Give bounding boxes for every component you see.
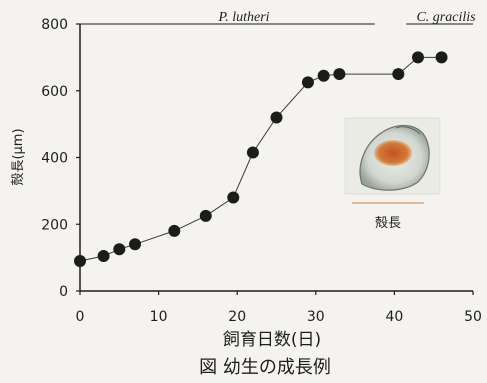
y-axis-title: 殻長(μm) <box>11 128 26 185</box>
data-point <box>411 51 424 64</box>
data-point <box>270 111 283 124</box>
data-point <box>392 68 405 81</box>
food-label-2: C. gracilis <box>416 10 476 25</box>
data-point <box>227 191 240 204</box>
shell-length-label: 殻長 <box>375 216 401 231</box>
larva-hinge <box>395 126 421 135</box>
data-point <box>97 249 110 262</box>
x-tick-label: 10 <box>150 309 168 325</box>
x-axis-title: 飼育日数(日) <box>223 330 321 350</box>
data-point <box>333 68 346 81</box>
y-tick-label: 200 <box>41 217 68 233</box>
figure-caption: 図 幼生の成長例 <box>199 357 331 378</box>
x-tick-label: 30 <box>307 309 325 325</box>
x-tick-label: 50 <box>464 309 482 325</box>
data-point <box>129 238 142 251</box>
series-group <box>74 51 448 267</box>
data-point <box>246 146 259 159</box>
data-point <box>168 224 181 237</box>
x-ticks: 0 10 20 30 40 50 <box>76 291 482 325</box>
y-tick-label: 600 <box>41 84 68 100</box>
y-tick-label: 400 <box>41 151 68 167</box>
y-tick-label: 800 <box>41 17 68 33</box>
data-point <box>113 243 126 256</box>
y-ticks: 0 200 400 600 800 <box>41 17 80 300</box>
larva-photo-inset: 殻長 <box>344 117 441 231</box>
x-tick-label: 20 <box>228 309 246 325</box>
x-tick-label: 0 <box>76 309 85 325</box>
data-point <box>74 254 86 267</box>
food-label-1: P. lutheri <box>217 10 269 25</box>
larva-gut <box>374 140 412 166</box>
data-point <box>199 209 212 222</box>
y-tick-label: 0 <box>59 284 68 300</box>
data-point <box>301 76 314 89</box>
x-tick-label: 40 <box>385 309 403 325</box>
data-point <box>317 69 330 82</box>
data-point <box>435 51 448 64</box>
